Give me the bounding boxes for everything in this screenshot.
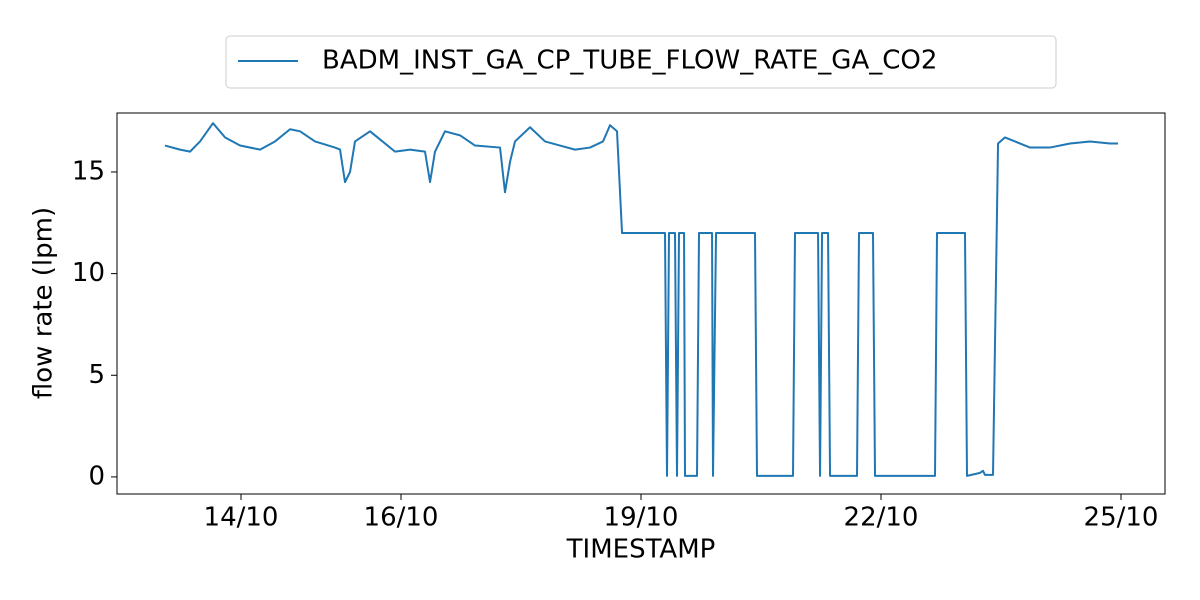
y-tick-label: 5 (88, 360, 105, 390)
x-tick-label: 25/10 (1084, 503, 1159, 533)
y-tick-label: 15 (72, 156, 105, 186)
x-tick-label: 14/10 (204, 503, 279, 533)
x-tick-label: 22/10 (844, 503, 919, 533)
x-tick-label: 16/10 (364, 503, 439, 533)
y-tick-label: 10 (72, 258, 105, 288)
legend-label: BADM_INST_GA_CP_TUBE_FLOW_RATE_GA_CO2 (322, 46, 937, 76)
y-tick-label: 0 (88, 461, 105, 491)
plot-frame (116, 112, 1166, 495)
x-tick-label: 19/10 (604, 503, 679, 533)
legend-box (225, 35, 1057, 89)
data-line (164, 122, 1119, 477)
x-axis-label: TIMESTAMP (566, 535, 716, 565)
y-axis-label: flow rate (lpm) (29, 207, 59, 399)
